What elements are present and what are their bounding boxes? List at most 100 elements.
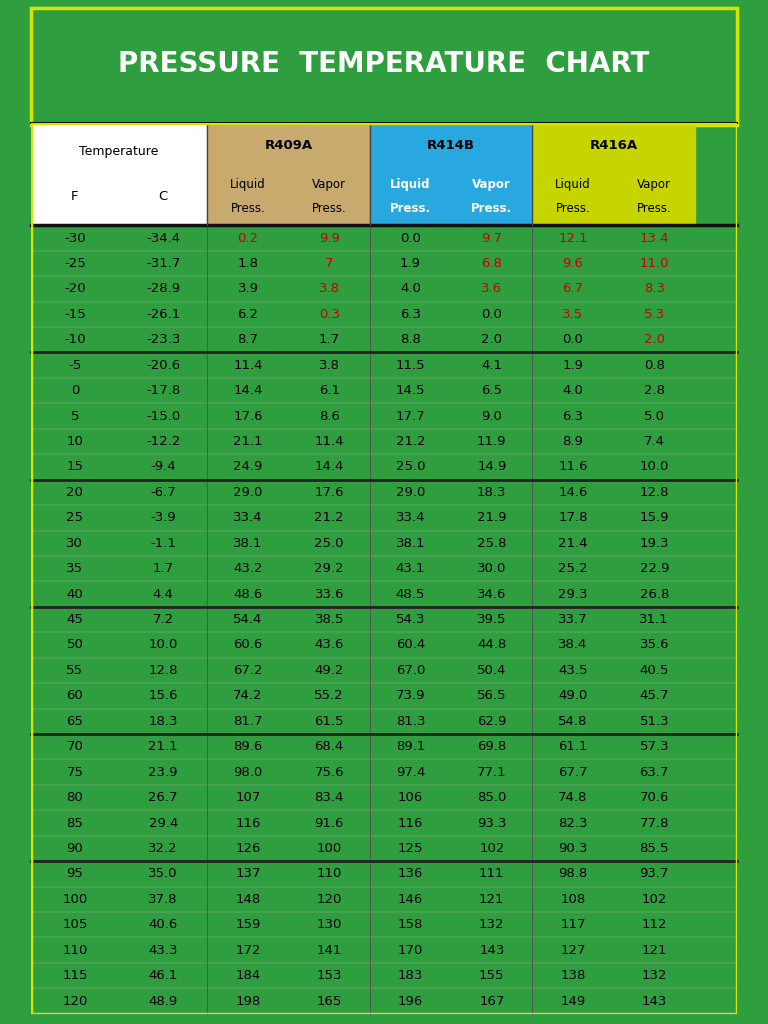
Text: 9.0: 9.0 bbox=[482, 410, 502, 423]
Text: 21.1: 21.1 bbox=[233, 435, 263, 449]
Text: 54.4: 54.4 bbox=[233, 613, 263, 626]
Text: 38.1: 38.1 bbox=[233, 537, 263, 550]
Text: 198: 198 bbox=[235, 994, 260, 1008]
Text: -12.2: -12.2 bbox=[146, 435, 180, 449]
Text: 18.3: 18.3 bbox=[148, 715, 178, 728]
Text: 25.0: 25.0 bbox=[314, 537, 344, 550]
Text: 54.3: 54.3 bbox=[396, 613, 425, 626]
Text: Temperature: Temperature bbox=[79, 145, 159, 158]
Text: 1.7: 1.7 bbox=[153, 562, 174, 575]
Text: 8.9: 8.9 bbox=[563, 435, 584, 449]
Text: 10.0: 10.0 bbox=[148, 639, 178, 651]
Text: 95: 95 bbox=[67, 867, 83, 881]
Text: 19.3: 19.3 bbox=[640, 537, 669, 550]
Text: 0.0: 0.0 bbox=[563, 333, 584, 346]
Text: Vapor: Vapor bbox=[313, 178, 346, 190]
Text: 159: 159 bbox=[235, 919, 260, 931]
Text: 14.6: 14.6 bbox=[558, 485, 588, 499]
Text: -25: -25 bbox=[64, 257, 86, 270]
Text: 2.8: 2.8 bbox=[644, 384, 665, 397]
Text: 10.0: 10.0 bbox=[640, 461, 669, 473]
Text: 11.0: 11.0 bbox=[640, 257, 669, 270]
Text: 7.4: 7.4 bbox=[644, 435, 665, 449]
Text: 50: 50 bbox=[67, 639, 83, 651]
Text: 15.9: 15.9 bbox=[640, 511, 669, 524]
Text: 2.0: 2.0 bbox=[482, 333, 502, 346]
Text: 8.3: 8.3 bbox=[644, 283, 665, 295]
Text: 25: 25 bbox=[66, 511, 84, 524]
Text: 38.4: 38.4 bbox=[558, 639, 588, 651]
Text: 3.6: 3.6 bbox=[482, 283, 502, 295]
Text: 75.6: 75.6 bbox=[314, 766, 344, 778]
Text: 3.9: 3.9 bbox=[237, 283, 259, 295]
Text: 0.0: 0.0 bbox=[482, 308, 502, 321]
Text: 2.0: 2.0 bbox=[644, 333, 665, 346]
Text: 73.9: 73.9 bbox=[396, 689, 425, 702]
Text: 54.8: 54.8 bbox=[558, 715, 588, 728]
Text: 69.8: 69.8 bbox=[477, 740, 506, 754]
Text: 155: 155 bbox=[479, 969, 505, 982]
Text: 17.8: 17.8 bbox=[558, 511, 588, 524]
Text: Vapor: Vapor bbox=[472, 178, 511, 190]
Text: 8.7: 8.7 bbox=[237, 333, 259, 346]
Text: PRESSURE  TEMPERATURE  CHART: PRESSURE TEMPERATURE CHART bbox=[118, 50, 650, 78]
Text: 21.2: 21.2 bbox=[396, 435, 425, 449]
Text: 33.7: 33.7 bbox=[558, 613, 588, 626]
Text: 45: 45 bbox=[67, 613, 83, 626]
Text: -30: -30 bbox=[64, 231, 86, 245]
Text: 43.3: 43.3 bbox=[148, 944, 178, 956]
Text: 24.9: 24.9 bbox=[233, 461, 263, 473]
Text: 0.8: 0.8 bbox=[644, 358, 664, 372]
Text: F: F bbox=[71, 190, 78, 203]
Text: 21.2: 21.2 bbox=[314, 511, 344, 524]
Text: 35.0: 35.0 bbox=[148, 867, 178, 881]
Text: 15.6: 15.6 bbox=[148, 689, 178, 702]
Text: 49.0: 49.0 bbox=[558, 689, 588, 702]
Text: 30.0: 30.0 bbox=[477, 562, 506, 575]
Text: Press.: Press. bbox=[390, 203, 431, 215]
Text: 77.8: 77.8 bbox=[640, 816, 669, 829]
Text: 85.5: 85.5 bbox=[640, 842, 669, 855]
Text: -6.7: -6.7 bbox=[151, 485, 176, 499]
Text: 75: 75 bbox=[66, 766, 84, 778]
Text: 61.1: 61.1 bbox=[558, 740, 588, 754]
Text: 81.3: 81.3 bbox=[396, 715, 425, 728]
Text: -26.1: -26.1 bbox=[146, 308, 180, 321]
Text: 34.6: 34.6 bbox=[477, 588, 506, 601]
Text: R416A: R416A bbox=[590, 139, 637, 152]
Text: -23.3: -23.3 bbox=[146, 333, 180, 346]
Bar bbox=[31, 123, 207, 225]
Text: 111: 111 bbox=[479, 867, 505, 881]
Text: 3.8: 3.8 bbox=[319, 283, 339, 295]
Text: 89.1: 89.1 bbox=[396, 740, 425, 754]
Text: Press.: Press. bbox=[472, 203, 512, 215]
Text: -20.6: -20.6 bbox=[146, 358, 180, 372]
Text: 149: 149 bbox=[561, 994, 586, 1008]
Text: 4.0: 4.0 bbox=[563, 384, 584, 397]
Text: 11.6: 11.6 bbox=[558, 461, 588, 473]
Bar bbox=[532, 123, 695, 225]
Text: 55: 55 bbox=[66, 664, 84, 677]
Text: 85.0: 85.0 bbox=[477, 792, 506, 804]
Text: 4.0: 4.0 bbox=[400, 283, 421, 295]
Text: Vapor: Vapor bbox=[637, 178, 671, 190]
Text: 112: 112 bbox=[641, 919, 667, 931]
Text: 167: 167 bbox=[479, 994, 505, 1008]
Text: 33.4: 33.4 bbox=[233, 511, 263, 524]
Text: 107: 107 bbox=[235, 792, 260, 804]
Text: 105: 105 bbox=[62, 919, 88, 931]
Text: -17.8: -17.8 bbox=[146, 384, 180, 397]
Text: 126: 126 bbox=[235, 842, 260, 855]
Text: 9.9: 9.9 bbox=[319, 231, 339, 245]
Text: 4.1: 4.1 bbox=[482, 358, 502, 372]
Text: 48.5: 48.5 bbox=[396, 588, 425, 601]
Text: 22.9: 22.9 bbox=[640, 562, 669, 575]
Text: 138: 138 bbox=[561, 969, 586, 982]
Text: -1.1: -1.1 bbox=[151, 537, 176, 550]
Text: 148: 148 bbox=[235, 893, 260, 906]
Text: 115: 115 bbox=[62, 969, 88, 982]
Text: 196: 196 bbox=[398, 994, 423, 1008]
Text: 29.3: 29.3 bbox=[558, 588, 588, 601]
Text: 14.5: 14.5 bbox=[396, 384, 425, 397]
Text: 91.6: 91.6 bbox=[315, 816, 344, 829]
